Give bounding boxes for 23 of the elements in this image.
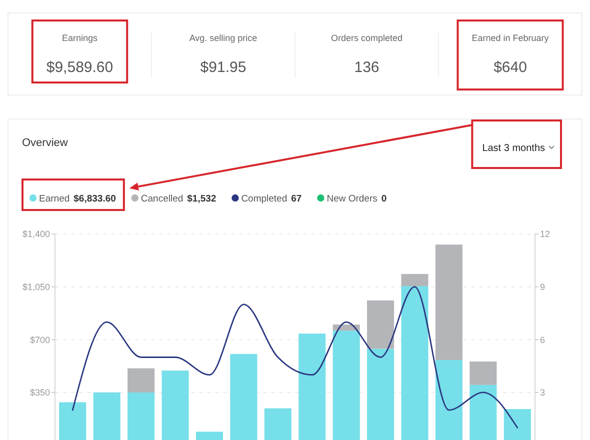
legend-label: Earned $6,833.60 [39, 193, 116, 204]
text: 136 [354, 59, 380, 76]
text: Orders completed [330, 33, 403, 43]
legend-label: Cancelled $1,532 [140, 193, 216, 204]
y2-tick-label: 9 [540, 282, 546, 292]
y2-tick-label: 3 [540, 388, 546, 398]
y-tick-label: $1,400 [22, 229, 50, 240]
legend-label: New Orders 0 [326, 193, 387, 204]
chart-title: Overview [22, 137, 68, 149]
text: $9,589.60 [46, 59, 114, 76]
text: Earned in February [472, 33, 550, 43]
y-tick-label: $700 [30, 334, 50, 345]
y2-tick-label: 12 [540, 229, 550, 240]
text: $91.95 [200, 59, 246, 76]
text: $640 [494, 59, 527, 76]
text: Earnings [62, 33, 98, 43]
y2-tick-label: 6 [540, 334, 546, 345]
text: Avg. selling price [189, 33, 258, 43]
y-tick-label: $1,050 [22, 282, 50, 292]
legend-label: Completed 67 [241, 193, 302, 204]
line-series [72, 286, 518, 428]
y-tick-label: $350 [30, 388, 50, 398]
text: Last 3 months [482, 143, 545, 154]
